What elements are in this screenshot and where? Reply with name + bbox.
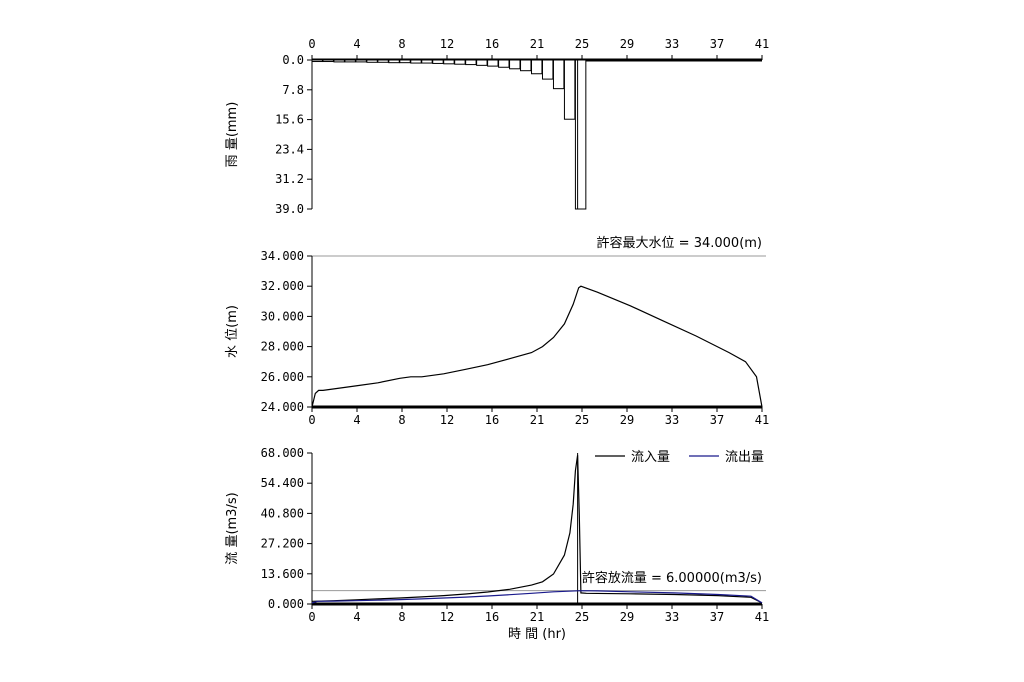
x-tick-label: 16 — [485, 610, 499, 624]
legend-label: 流入量 — [631, 450, 670, 465]
rain-bar — [454, 59, 466, 65]
rain-bar — [421, 59, 433, 64]
legend-label: 流出量 — [725, 450, 764, 465]
rain-bar — [410, 59, 422, 64]
x-tick-label: 41 — [755, 413, 769, 427]
y-tick-label: 54.400 — [261, 476, 304, 490]
y-axis-title: 雨 量(mm) — [225, 102, 240, 168]
rain-bar — [509, 59, 521, 70]
x-tick-label: 29 — [620, 610, 634, 624]
x-tick-label: 21 — [530, 37, 544, 51]
y-tick-label: 27.200 — [261, 537, 304, 551]
x-tick-label: 37 — [710, 610, 724, 624]
rainfall-chart: 0 4 8 12 16 21 25 29 33 37 41 0.0 7.8 15.6 23.4 31.2 39.… — [225, 37, 769, 216]
flow-chart: 0 4 8 12 16 21 25 29 33 37 41 0.000 13.600 27.200 40.8… — [225, 446, 769, 642]
y-tick-label: 13.600 — [261, 567, 304, 581]
y-tick-label: 15.6 — [275, 113, 304, 127]
x-tick-label: 29 — [620, 413, 634, 427]
x-tick-label: 41 — [755, 610, 769, 624]
x-axis-title: 時 間 (hr) — [508, 627, 566, 642]
rain-bar — [574, 59, 587, 210]
x-tick-label: 25 — [575, 37, 589, 51]
x-tick-label: 37 — [710, 413, 724, 427]
y-tick-label: 24.000 — [261, 400, 304, 414]
x-tick-label: 4 — [353, 413, 360, 427]
y-tick-label: 32.000 — [261, 279, 304, 293]
x-tick-label: 21 — [530, 610, 544, 624]
limit-annotation: 許容放流量 = 6.00000(m3/s) — [582, 570, 762, 586]
y-axis-title: 流 量(m3/s) — [225, 492, 240, 564]
rain-bar — [311, 59, 323, 63]
y-tick-label: 28.000 — [261, 340, 304, 354]
y-tick-label: 34.000 — [261, 249, 304, 263]
x-tick-label: 16 — [485, 37, 499, 51]
rain-bar — [344, 59, 356, 63]
y-tick-label: 40.800 — [261, 506, 304, 520]
rain-bar — [487, 59, 499, 67]
x-tick-label: 4 — [353, 610, 360, 624]
rain-bar — [366, 59, 378, 63]
rain-bar — [563, 59, 576, 120]
series-line — [311, 455, 763, 604]
x-tick-label: 21 — [530, 413, 544, 427]
rain-bar — [531, 59, 543, 75]
y-tick-label: 0.000 — [268, 597, 304, 611]
rain-bar — [399, 59, 411, 64]
rain-bar — [322, 59, 334, 63]
x-tick-label: 12 — [440, 610, 454, 624]
series-line — [311, 590, 763, 604]
x-tick-label: 8 — [398, 37, 405, 51]
x-tick-label: 25 — [575, 610, 589, 624]
x-tick-label: 0 — [308, 413, 315, 427]
rain-bar — [443, 59, 455, 65]
rain-bar — [552, 59, 565, 90]
x-tick-label: 33 — [665, 413, 679, 427]
x-tick-label: 41 — [755, 37, 769, 51]
x-tick-label: 37 — [710, 37, 724, 51]
rain-bar — [498, 59, 510, 68]
rain-bar — [541, 59, 554, 80]
y-tick-label: 0.0 — [282, 53, 304, 67]
rain-bar — [432, 59, 444, 64]
y-tick-label: 39.0 — [275, 202, 304, 216]
rain-bar — [476, 59, 488, 66]
series-line — [311, 285, 763, 408]
x-tick-label: 25 — [575, 413, 589, 427]
rain-bar — [520, 59, 532, 72]
rain-bar — [465, 59, 477, 66]
y-tick-label: 31.2 — [275, 172, 304, 186]
water-level-chart: 0 4 8 12 16 21 25 29 33 37 41 24.000 26.000 28.000 30.… — [225, 235, 769, 427]
x-tick-label: 8 — [398, 610, 405, 624]
x-tick-label: 0 — [308, 37, 315, 51]
x-tick-label: 12 — [440, 37, 454, 51]
y-tick-label: 68.000 — [261, 446, 304, 460]
rain-bar — [377, 59, 389, 63]
x-tick-label: 8 — [398, 413, 405, 427]
y-tick-label: 7.8 — [282, 83, 304, 97]
limit-annotation: 許容最大水位 = 34.000(m) — [597, 235, 762, 251]
x-tick-label: 16 — [485, 413, 499, 427]
y-tick-label: 26.000 — [261, 370, 304, 384]
y-tick-label: 30.000 — [261, 309, 304, 323]
x-tick-label: 4 — [353, 37, 360, 51]
y-axis-title: 水 位(m) — [225, 305, 240, 358]
x-tick-label: 12 — [440, 413, 454, 427]
rain-bar — [388, 59, 400, 64]
x-tick-label: 33 — [665, 610, 679, 624]
y-tick-label: 23.4 — [275, 142, 304, 156]
x-tick-label: 33 — [665, 37, 679, 51]
rain-bar — [355, 59, 367, 63]
rain-bar — [333, 59, 345, 63]
x-tick-label: 29 — [620, 37, 634, 51]
x-tick-label: 0 — [308, 610, 315, 624]
